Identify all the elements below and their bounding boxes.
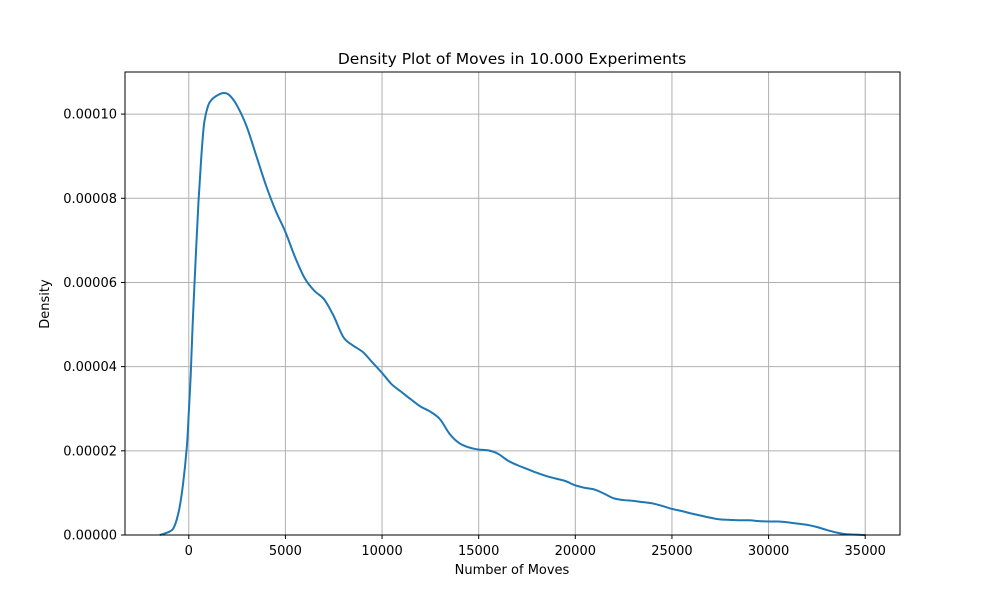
y-tick-label: 0.00006 [63,276,117,291]
y-tick-label: 0.00008 [63,192,117,207]
x-tick-label: 15000 [458,544,499,559]
y-tick-label: 0.00002 [63,444,117,459]
x-axis-label: Number of Moves [455,563,570,578]
y-tick-label: 0.00004 [63,360,117,375]
plot-frame [124,71,901,536]
x-tick-label: 5000 [269,544,302,559]
y-tick-label: 0.00000 [63,529,117,544]
x-tick-label: 10000 [361,544,402,559]
x-tick-label: 30000 [748,544,789,559]
grid [125,72,900,536]
x-tick-label: 25000 [651,544,692,559]
y-axis-label: Density [38,279,53,329]
axis-ticks: 0 5000 10000 15000 20000 25000 30000 35000 0.000… [63,108,886,559]
chart-title: Density Plot of Moves in 10.000 Experime… [338,50,686,68]
x-tick-label: 35000 [845,544,886,559]
y-tick-label: 0.00010 [63,108,117,123]
x-tick-label: 0 [185,544,193,559]
density-series-line [159,92,866,536]
x-tick-label: 20000 [555,544,596,559]
